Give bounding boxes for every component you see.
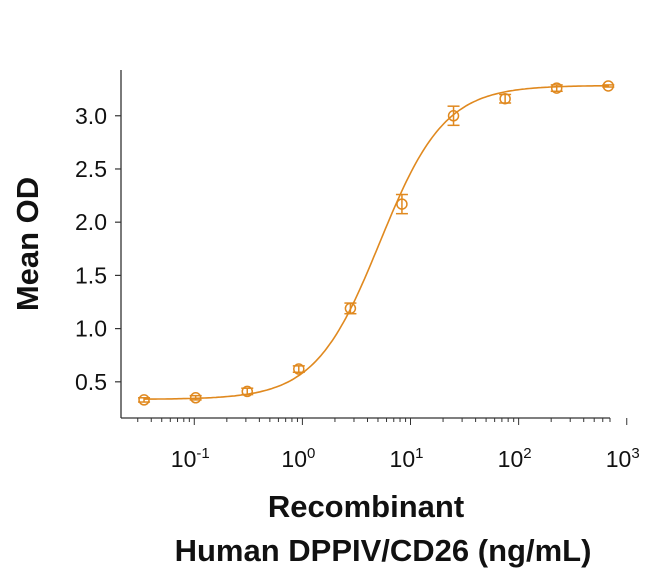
point-marker bbox=[499, 92, 511, 105]
point-marker bbox=[602, 80, 615, 92]
data-points bbox=[138, 80, 615, 406]
x-axis-title-line-2: Human DPPIV/CD26 (ng/mL) bbox=[175, 533, 592, 568]
y-tick-label: 0.5 bbox=[75, 369, 107, 395]
x-tick-label: 103 bbox=[606, 445, 640, 472]
y-axis-title: Mean OD bbox=[10, 177, 45, 311]
x-tick-label: 101 bbox=[390, 445, 424, 472]
data-point bbox=[395, 193, 408, 215]
x-ticks: 10-1 100 101 102 103 bbox=[137, 418, 640, 472]
point-marker bbox=[293, 363, 305, 375]
y-tick-label: 1.5 bbox=[75, 262, 107, 288]
y-tick-label: 2.5 bbox=[75, 156, 107, 182]
y-tick-label: 1.0 bbox=[75, 316, 107, 342]
x-tick-label: 102 bbox=[498, 445, 532, 472]
fit-curve bbox=[143, 84, 609, 400]
data-point bbox=[602, 80, 615, 92]
data-point bbox=[499, 92, 512, 105]
y-tick-label: 2.0 bbox=[75, 209, 107, 235]
data-point bbox=[138, 394, 151, 406]
point-marker bbox=[550, 82, 563, 94]
data-point bbox=[292, 363, 305, 375]
data-point bbox=[447, 105, 460, 127]
point-marker bbox=[189, 392, 202, 404]
point-marker bbox=[396, 198, 408, 210]
data-point bbox=[550, 82, 563, 94]
axes bbox=[120, 70, 610, 419]
y-tick-label: 3.0 bbox=[75, 103, 107, 129]
data-point bbox=[344, 302, 357, 315]
point-marker bbox=[447, 110, 460, 122]
point-marker bbox=[241, 385, 254, 398]
data-point bbox=[241, 385, 254, 398]
data-point bbox=[189, 392, 202, 404]
y-ticks: 0.5 1.0 1.5 2.0 2.5 3.0 bbox=[75, 103, 121, 395]
x-tick-label: 10-1 bbox=[171, 445, 210, 472]
point-marker bbox=[138, 394, 150, 406]
x-tick-label: 100 bbox=[281, 445, 315, 472]
x-axis-title-line-1: Recombinant bbox=[268, 489, 464, 524]
point-marker bbox=[344, 302, 357, 315]
